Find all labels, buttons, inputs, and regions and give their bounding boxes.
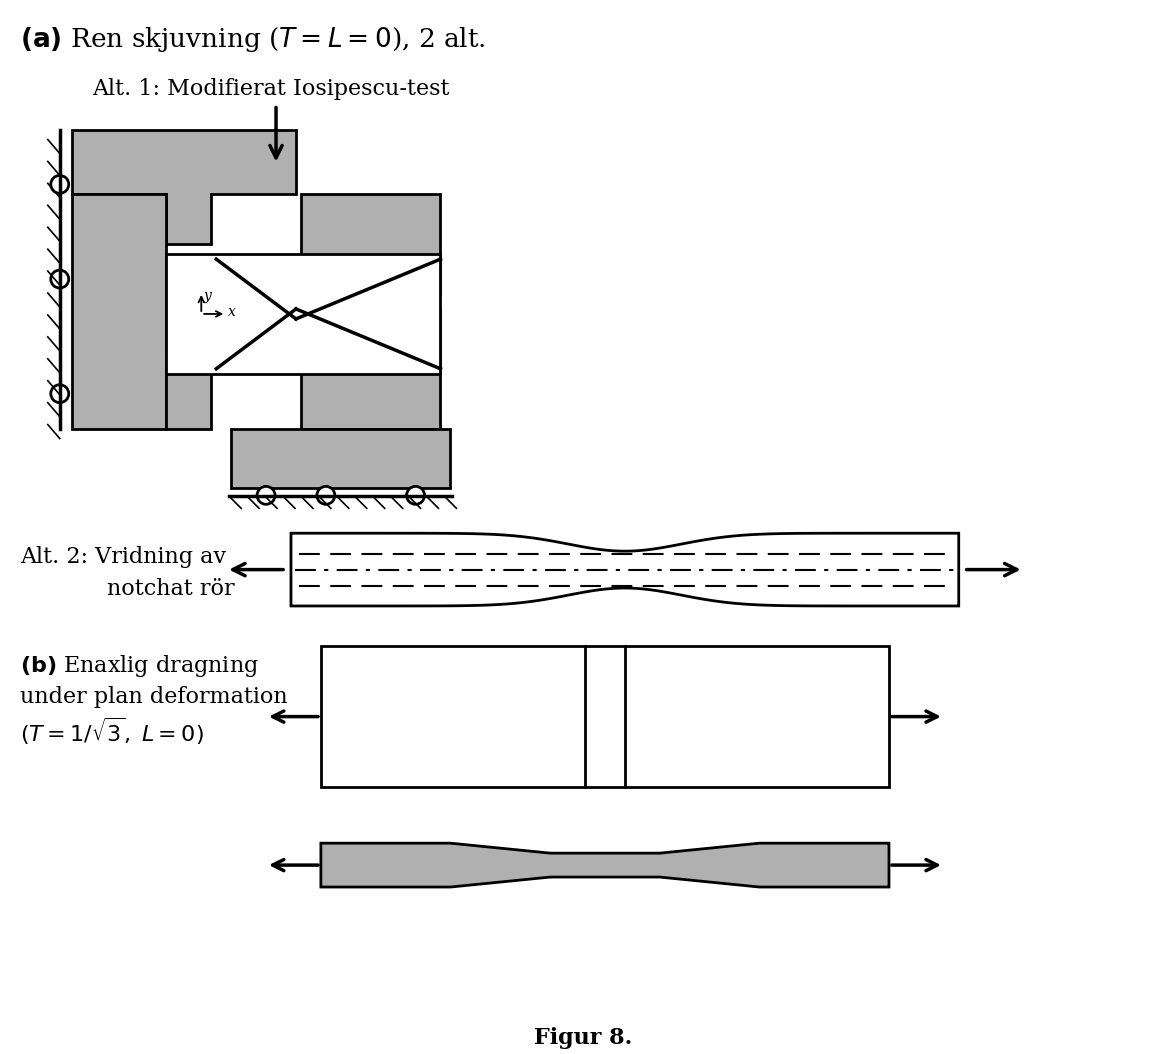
Text: Figur 8.: Figur 8. [534,1027,632,1049]
Polygon shape [301,309,441,429]
Polygon shape [321,843,888,887]
Polygon shape [167,349,211,429]
Text: under plan deformation: under plan deformation [20,686,288,707]
Bar [167,254,441,374]
Text: $\mathbf{(b)}$ Enaxlig dragning: $\mathbf{(b)}$ Enaxlig dragning [20,652,259,679]
Text: y: y [203,289,211,304]
Circle shape [51,385,69,403]
Circle shape [51,270,69,288]
Polygon shape [72,194,167,429]
Polygon shape [301,194,441,294]
Polygon shape [292,533,958,606]
Text: $(T = 1/\sqrt{3},\;  L = 0)$: $(T = 1/\sqrt{3},\; L = 0)$ [20,716,204,747]
Text: notchat rör: notchat rör [106,578,234,600]
Text: Alt. 1: Modifierat Iosipescu-test: Alt. 1: Modifierat Iosipescu-test [92,78,449,100]
Text: x: x [229,305,236,319]
Polygon shape [231,429,450,488]
Circle shape [317,486,335,504]
Circle shape [407,486,424,504]
Bar [595,30,1142,519]
Text: $\mathbf{(a)}$ Ren skjuvning ($T = L = 0$), 2 alt.: $\mathbf{(a)}$ Ren skjuvning ($T = L = 0… [20,25,486,54]
Circle shape [51,175,69,193]
Text: Alt. 2: Vridning av: Alt. 2: Vridning av [20,546,226,568]
Circle shape [257,486,275,504]
Bar [321,646,888,787]
Polygon shape [72,130,296,245]
